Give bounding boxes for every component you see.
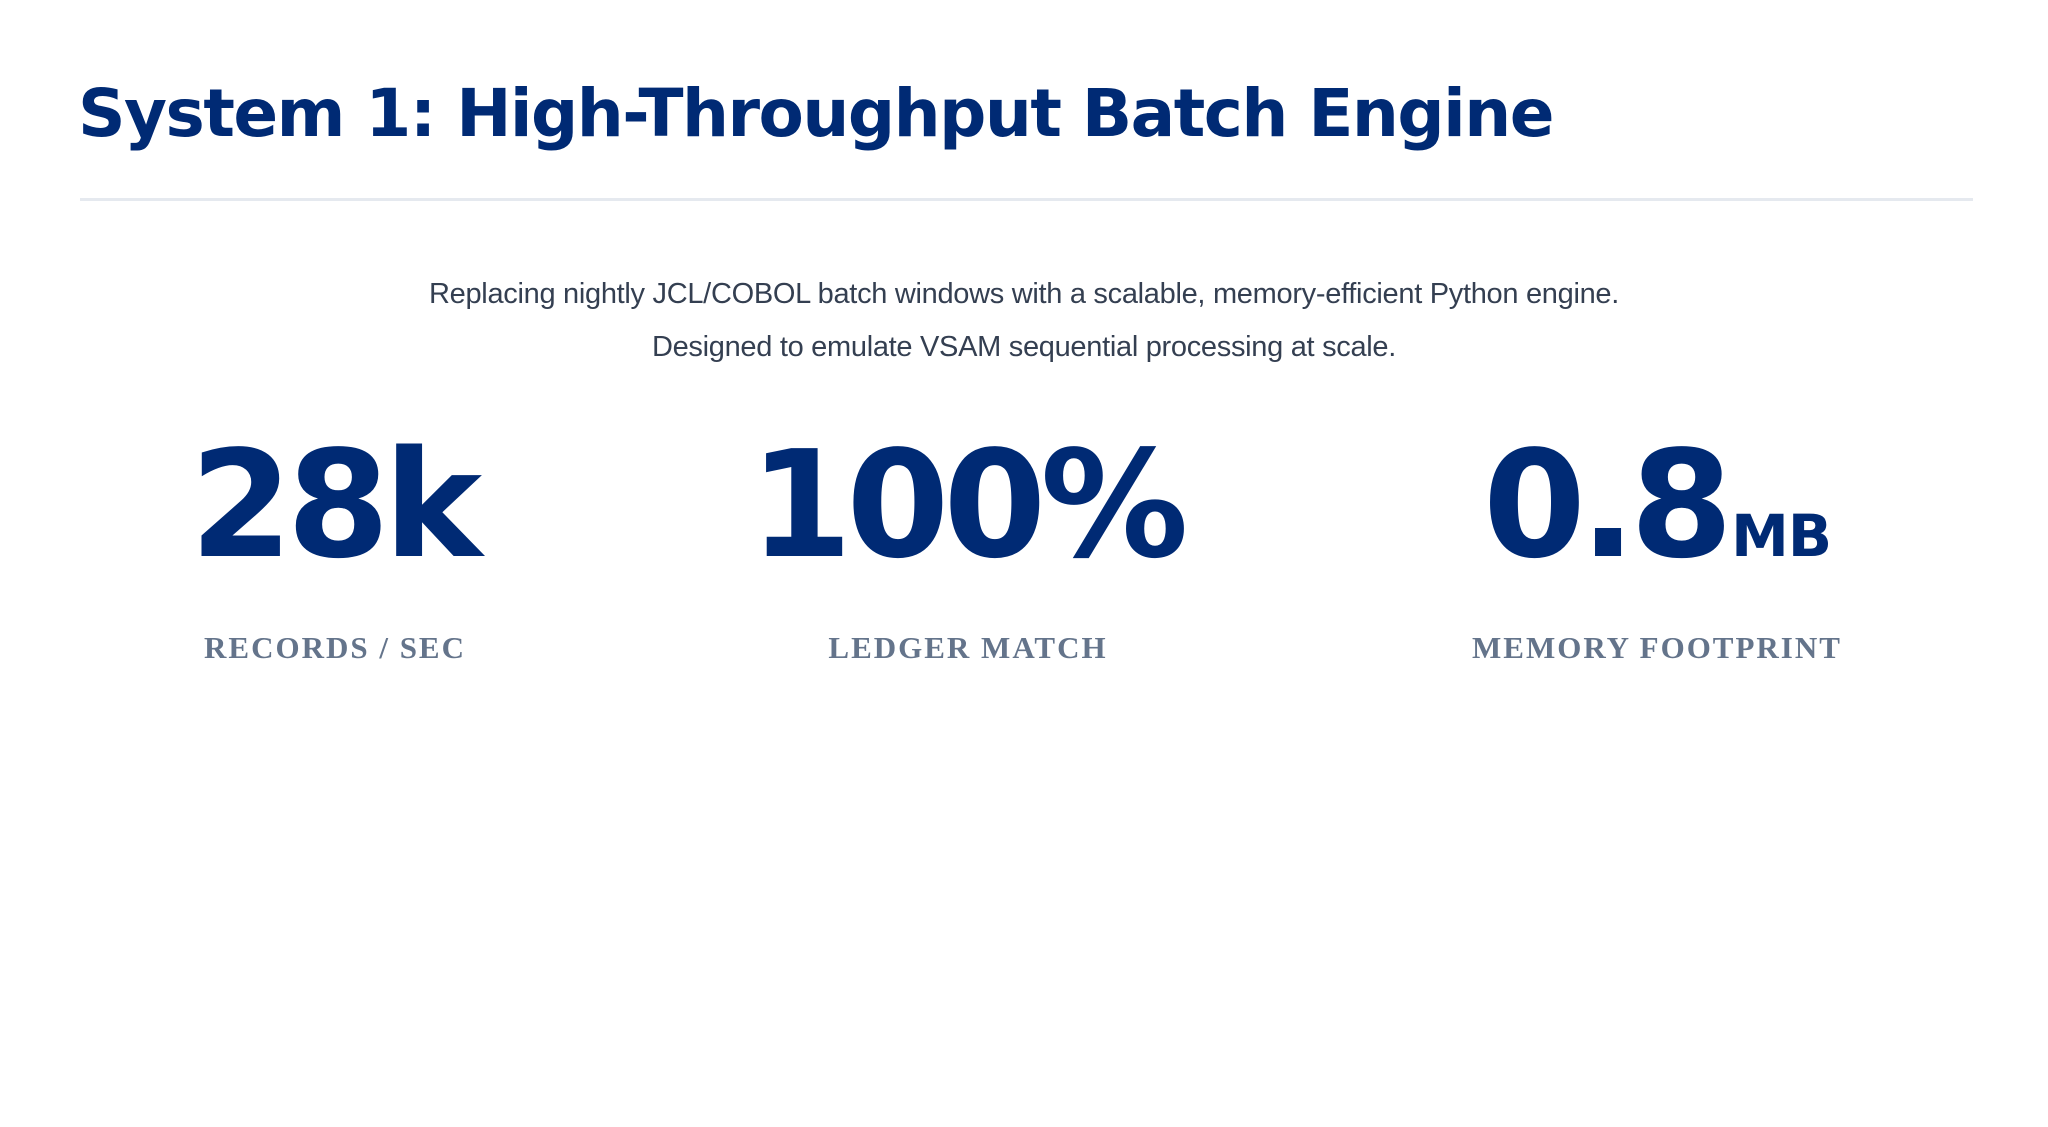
stat-memory-footprint: 0.8MB MEMORY FOOTPRINT [1357, 425, 1957, 668]
stat-label: MEMORY FOOTPRINT [1472, 630, 1842, 665]
slide-subtitle: Replacing nightly JCL/COBOL batch window… [0, 268, 2048, 374]
stat-label: LEDGER MATCH [828, 630, 1108, 665]
stat-unit: MB [1731, 502, 1832, 570]
subtitle-line: Designed to emulate VSAM sequential proc… [651, 331, 1397, 363]
subtitle-line: Replacing nightly JCL/COBOL batch window… [429, 278, 1619, 310]
stat-number: 0.8 [1482, 419, 1733, 591]
stat-value: 100% [668, 425, 1268, 616]
stats-row: 28k RECORDS / SEC 100% LEDGER MATCH 0.8M… [0, 425, 2048, 665]
stat-value: 0.8MB [1357, 425, 1957, 616]
stat-records-per-sec: 28k RECORDS / SEC [35, 425, 635, 668]
stat-number: 100% [749, 419, 1188, 591]
slide-title: System 1: High-Throughput Batch Engine [78, 75, 1555, 152]
stat-ledger-match: 100% LEDGER MATCH [668, 425, 1268, 668]
title-divider [80, 198, 1973, 201]
stat-number: 28k [189, 419, 482, 591]
stat-value: 28k [35, 425, 635, 616]
stat-label: RECORDS / SEC [204, 630, 466, 665]
